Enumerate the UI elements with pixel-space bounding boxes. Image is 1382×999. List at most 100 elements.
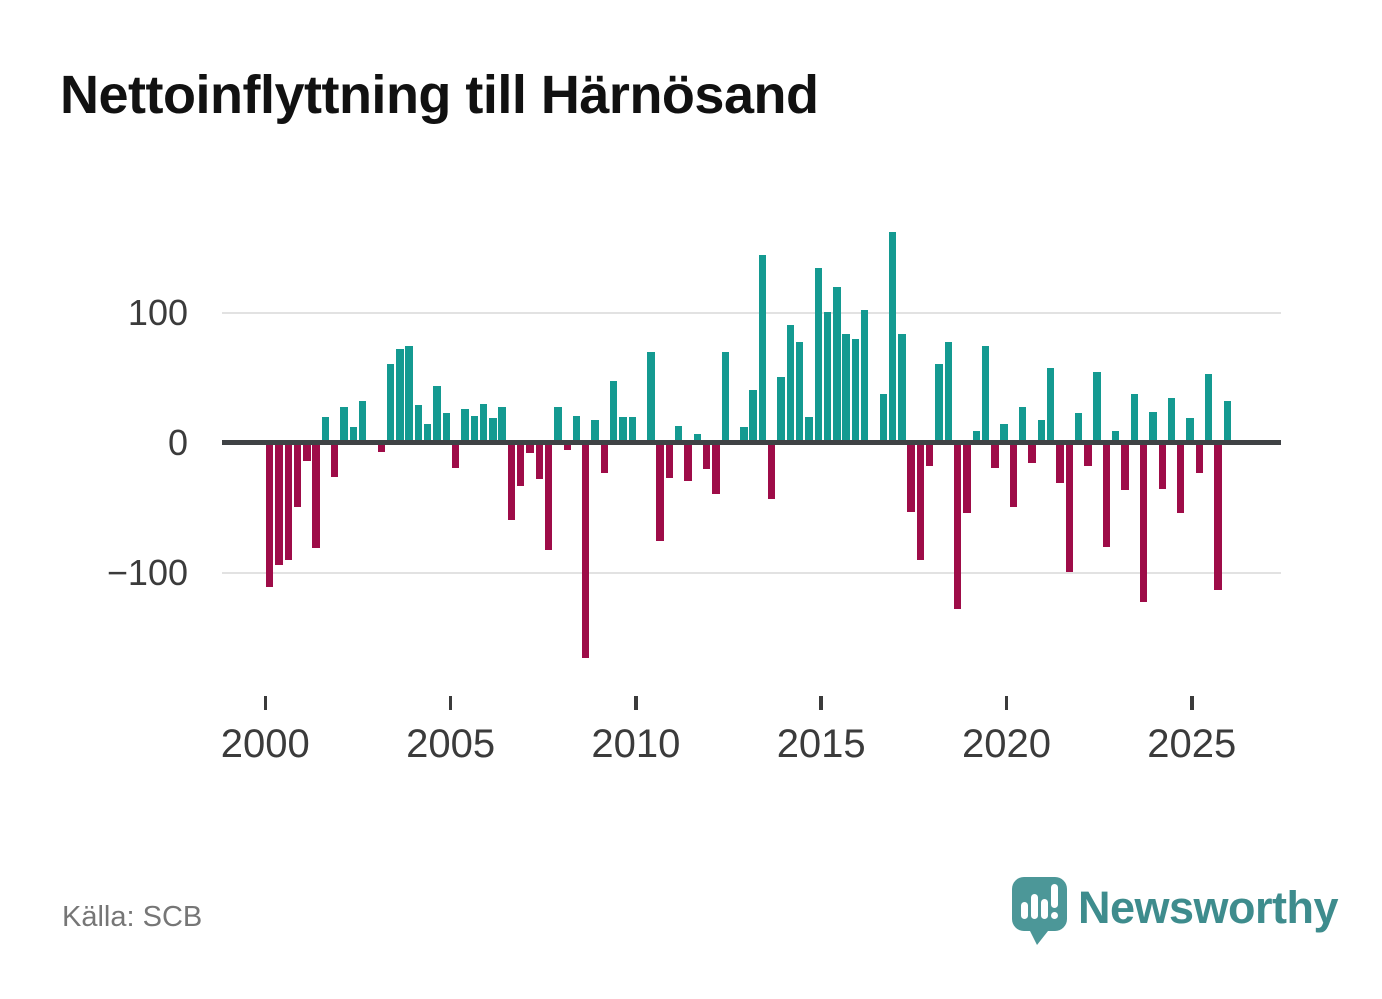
bar-quarter-2018q3 <box>953 443 962 610</box>
bar-quarter-2003q3 <box>396 349 404 443</box>
bar-quarter-2000q1 <box>266 443 274 588</box>
gridline--100 <box>222 572 1281 574</box>
bar-quarter-2023q4 <box>1149 411 1157 443</box>
bar-quarter-2022q2 <box>1093 371 1101 443</box>
y-axis-label-100: 100 <box>127 292 188 333</box>
bar-quarter-2020q4 <box>1037 419 1046 443</box>
bar-quarter-2007q1 <box>526 443 534 454</box>
x-axis-tick-2005 <box>448 696 453 710</box>
bar-quarter-2018q2 <box>944 341 953 443</box>
bar-quarter-2000q3 <box>284 443 292 560</box>
x-axis-tick-2015 <box>819 696 823 710</box>
x-axis-label-2000: 2000 <box>220 722 310 766</box>
bar-quarter-2008q4 <box>591 419 599 443</box>
bar-quarter-2012q1 <box>712 443 720 494</box>
bar-quarter-2013q3 <box>768 443 776 499</box>
y-axis-label-0: 0 <box>167 422 188 463</box>
bar-quarter-2022q1 <box>1084 443 1092 467</box>
bar-quarter-2023q3 <box>1139 443 1148 602</box>
bar-quarter-2005q2 <box>461 409 469 443</box>
bar-quarter-2023q1 <box>1121 443 1129 490</box>
bar-quarter-2005q4 <box>479 404 488 443</box>
bar-quarter-2024q2 <box>1167 397 1176 443</box>
bar-quarter-2015q4 <box>851 339 860 443</box>
y-axis-label-−100: −100 <box>106 552 188 593</box>
bar-quarter-2019q3 <box>991 443 999 468</box>
x-axis-label-2025: 2025 <box>1147 722 1237 766</box>
bar-quarter-2003q4 <box>405 345 413 443</box>
bar-quarter-2006q2 <box>498 406 506 443</box>
bar-quarter-2022q3 <box>1102 443 1111 547</box>
bar-quarter-2011q2 <box>684 443 692 481</box>
bar-quarter-2013q2 <box>758 254 767 443</box>
bar-quarter-2017q4 <box>926 443 934 467</box>
bar-quarter-2016q3 <box>879 393 887 443</box>
bar-quarter-2017q2 <box>907 443 915 512</box>
bar-quarter-2014q4 <box>814 267 822 443</box>
bar-quarter-2020q1 <box>1009 443 1018 507</box>
bar-quarter-2014q2 <box>795 341 804 443</box>
bar-quarter-2024q3 <box>1177 443 1185 514</box>
bar-quarter-2018q1 <box>935 363 943 443</box>
newsworthy-speech-bubble-chart-icon <box>1012 877 1067 945</box>
bar-quarter-2025q4 <box>1223 401 1231 443</box>
bar-quarter-2017q3 <box>916 443 925 560</box>
bar-quarter-2018q4 <box>963 443 971 514</box>
bar-quarter-2024q1 <box>1158 443 1166 489</box>
bar-quarter-2025q2 <box>1204 374 1213 443</box>
bar-quarter-2019q2 <box>981 345 990 443</box>
bar-quarter-2019q4 <box>1000 423 1008 443</box>
bar-quarter-2001q1 <box>303 443 311 462</box>
bar-quarter-2004q2 <box>424 423 432 443</box>
bar-quarter-2016q1 <box>861 310 869 443</box>
x-axis-tick-2000 <box>263 696 268 710</box>
bar-quarter-2013q4 <box>777 376 785 443</box>
bar-quarter-2021q4 <box>1074 413 1083 443</box>
bar-quarter-2012q2 <box>721 352 729 443</box>
bar-quarter-2003q2 <box>386 363 395 443</box>
bar-quarter-2011q1 <box>675 426 683 443</box>
bar-quarter-2025q3 <box>1214 443 1222 590</box>
newsworthy-logo-text: Newsworthy <box>1078 882 1339 933</box>
bar-quarter-2006q1 <box>489 418 497 443</box>
bar-quarter-2015q1 <box>823 311 832 443</box>
bar-quarter-2006q4 <box>517 443 525 486</box>
x-axis-tick-2010 <box>634 696 638 710</box>
newsworthy-logo: Newsworthy <box>1011 876 1339 948</box>
bar-quarter-2002q1 <box>340 406 348 443</box>
bar-quarter-2020q2 <box>1019 406 1027 443</box>
bar-quarter-2009q3 <box>619 417 627 443</box>
bar-quarter-2009q4 <box>628 417 636 443</box>
bar-quarter-2010q4 <box>665 443 674 479</box>
bar-quarter-2002q2 <box>349 427 358 443</box>
bar-quarter-2004q1 <box>414 405 423 443</box>
bar-quarter-2007q4 <box>554 406 562 443</box>
gridline-100 <box>222 312 1281 314</box>
x-axis-label-2005: 2005 <box>406 722 496 766</box>
bar-quarter-2002q3 <box>358 401 367 443</box>
bar-quarter-2000q2 <box>275 443 283 566</box>
bar-quarter-2010q2 <box>647 352 655 443</box>
bar-quarter-2016q4 <box>888 232 897 443</box>
bar-quarter-2024q4 <box>1186 418 1194 443</box>
bar-quarter-2001q2 <box>312 443 320 549</box>
x-axis-tick-2025 <box>1190 696 1194 710</box>
bar-quarter-2021q3 <box>1065 443 1073 572</box>
bar-quarter-2003q1 <box>377 443 385 453</box>
bar-quarter-2023q2 <box>1130 393 1138 443</box>
bar-quarter-2009q1 <box>600 443 609 473</box>
bar-quarter-2011q3 <box>693 433 702 443</box>
x-axis-label-2010: 2010 <box>591 722 681 766</box>
x-axis-zero-line <box>222 440 1281 445</box>
bar-quarter-2012q4 <box>740 427 748 443</box>
bar-quarter-2017q1 <box>898 333 906 443</box>
bar-quarter-2007q3 <box>544 443 553 550</box>
bar-quarter-2010q3 <box>656 443 664 541</box>
bar-quarter-2008q1 <box>563 443 571 450</box>
bar-quarter-2014q3 <box>805 417 813 443</box>
source-attribution: Källa: SCB <box>62 901 203 933</box>
bar-quarter-2021q1 <box>1046 367 1055 443</box>
bar-quarter-2006q3 <box>507 443 516 520</box>
bar-quarter-2013q1 <box>749 389 757 443</box>
